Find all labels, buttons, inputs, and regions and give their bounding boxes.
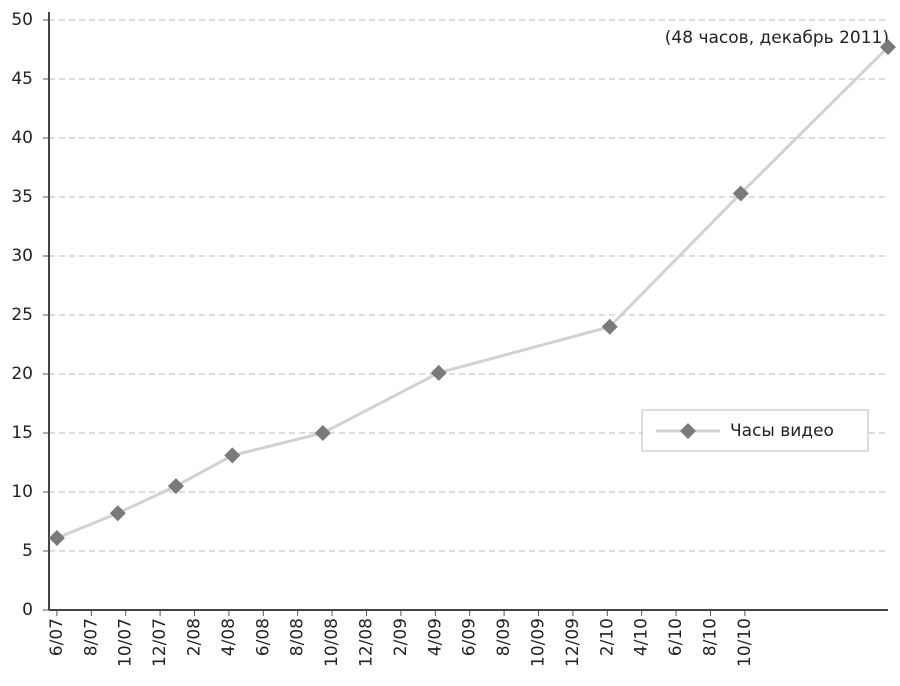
- y-tick-label: 20: [11, 364, 33, 384]
- y-tick-label: 50: [11, 10, 33, 30]
- y-tick-label: 25: [11, 305, 33, 325]
- marker: [167, 478, 184, 495]
- marker: [601, 318, 618, 335]
- x-tick-label: 4/09: [425, 618, 445, 656]
- x-tick-label: 4/10: [632, 618, 652, 656]
- legend-marker: [680, 423, 696, 439]
- x-tick-label: 6/07: [47, 618, 67, 656]
- x-tick-label: 8/09: [494, 618, 514, 656]
- y-tick-label: 10: [11, 482, 33, 502]
- y-tick-label: 15: [11, 423, 33, 443]
- marker: [48, 530, 65, 547]
- y-tick-label: 0: [22, 600, 33, 620]
- x-tick-label: 10/07: [116, 618, 136, 667]
- x-tick-label: 6/08: [253, 618, 273, 656]
- annotation: (48 часов, декабрь 2011): [665, 28, 889, 48]
- x-tick-label: 2/10: [597, 618, 617, 656]
- x-tick-label: 12/08: [357, 618, 377, 667]
- x-tick-label: 6/10: [666, 618, 686, 656]
- marker: [732, 185, 749, 202]
- x-tick-label: 10/09: [529, 618, 549, 667]
- x-tick-label: 10/10: [735, 618, 755, 667]
- y-tick-label: 30: [11, 246, 33, 266]
- marker: [314, 425, 331, 441]
- x-tick-label: 2/09: [391, 618, 411, 656]
- marker: [430, 364, 447, 381]
- marker: [109, 505, 126, 522]
- y-tick-label: 35: [11, 187, 33, 207]
- x-tick-label: 2/08: [185, 618, 205, 656]
- y-tick-label: 40: [11, 128, 33, 148]
- x-tick-label: 8/07: [81, 618, 101, 656]
- marker: [880, 39, 896, 56]
- x-tick-label: 10/08: [322, 618, 342, 667]
- x-tick-label: 8/10: [700, 618, 720, 656]
- y-tick-label: 5: [22, 541, 33, 561]
- x-tick-label: 6/09: [460, 618, 480, 656]
- legend-label: Часы видео: [730, 421, 834, 441]
- x-tick-label: 8/08: [288, 618, 308, 656]
- x-tick-label: 4/08: [219, 618, 239, 656]
- marker: [224, 447, 241, 464]
- x-tick-label: 12/09: [563, 618, 583, 667]
- x-tick-label: 12/07: [150, 618, 170, 667]
- series-line: [56, 46, 890, 540]
- y-tick-label: 45: [11, 69, 33, 89]
